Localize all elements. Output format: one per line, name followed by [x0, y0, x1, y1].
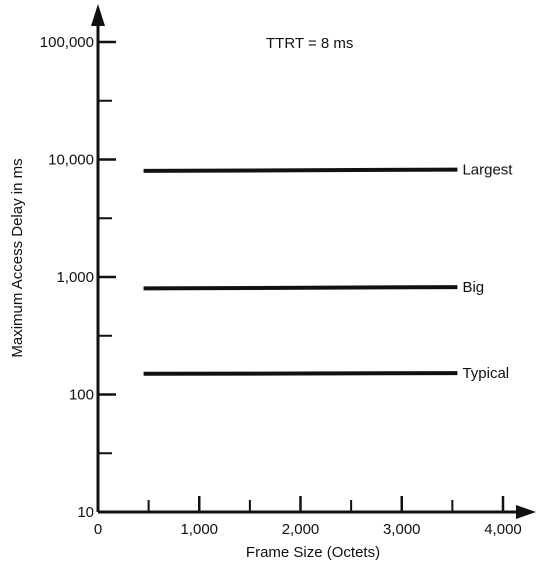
series-line-typical: [143, 371, 458, 376]
y-tick-label: 10: [77, 504, 94, 521]
x-tick-label: 4,000: [484, 521, 522, 538]
y-axis-arrow: [91, 4, 105, 26]
series-line-big: [143, 285, 458, 291]
chart-annotation: TTRT = 8 ms: [266, 35, 353, 52]
x-axis-arrow: [516, 505, 536, 519]
series-label-big: Big: [462, 279, 484, 296]
x-tick-label: 2,000: [282, 521, 320, 538]
y-tick-label: 100: [69, 387, 94, 404]
y-tick-label: 10,000: [48, 152, 94, 169]
y-tick-label: 100,000: [40, 34, 94, 51]
x-axis-label: Frame Size (Octets): [246, 544, 380, 561]
series-line-largest: [143, 167, 458, 173]
series-label-largest: Largest: [462, 162, 513, 179]
x-tick-label: 3,000: [383, 521, 421, 538]
x-tick-label: 1,000: [180, 521, 218, 538]
series-label-typical: Typical: [462, 365, 509, 382]
series-layer: Largest Big Typical: [143, 162, 513, 382]
y-tick-label: 1,000: [56, 269, 94, 286]
y-axis-label: Maximum Access Delay in ms: [9, 158, 26, 357]
ticks-layer: 10 100 1,000 10,000 100,000 0 1,000 2,000 3,000 4…: [40, 34, 522, 538]
x-tick-label: 0: [94, 521, 102, 538]
